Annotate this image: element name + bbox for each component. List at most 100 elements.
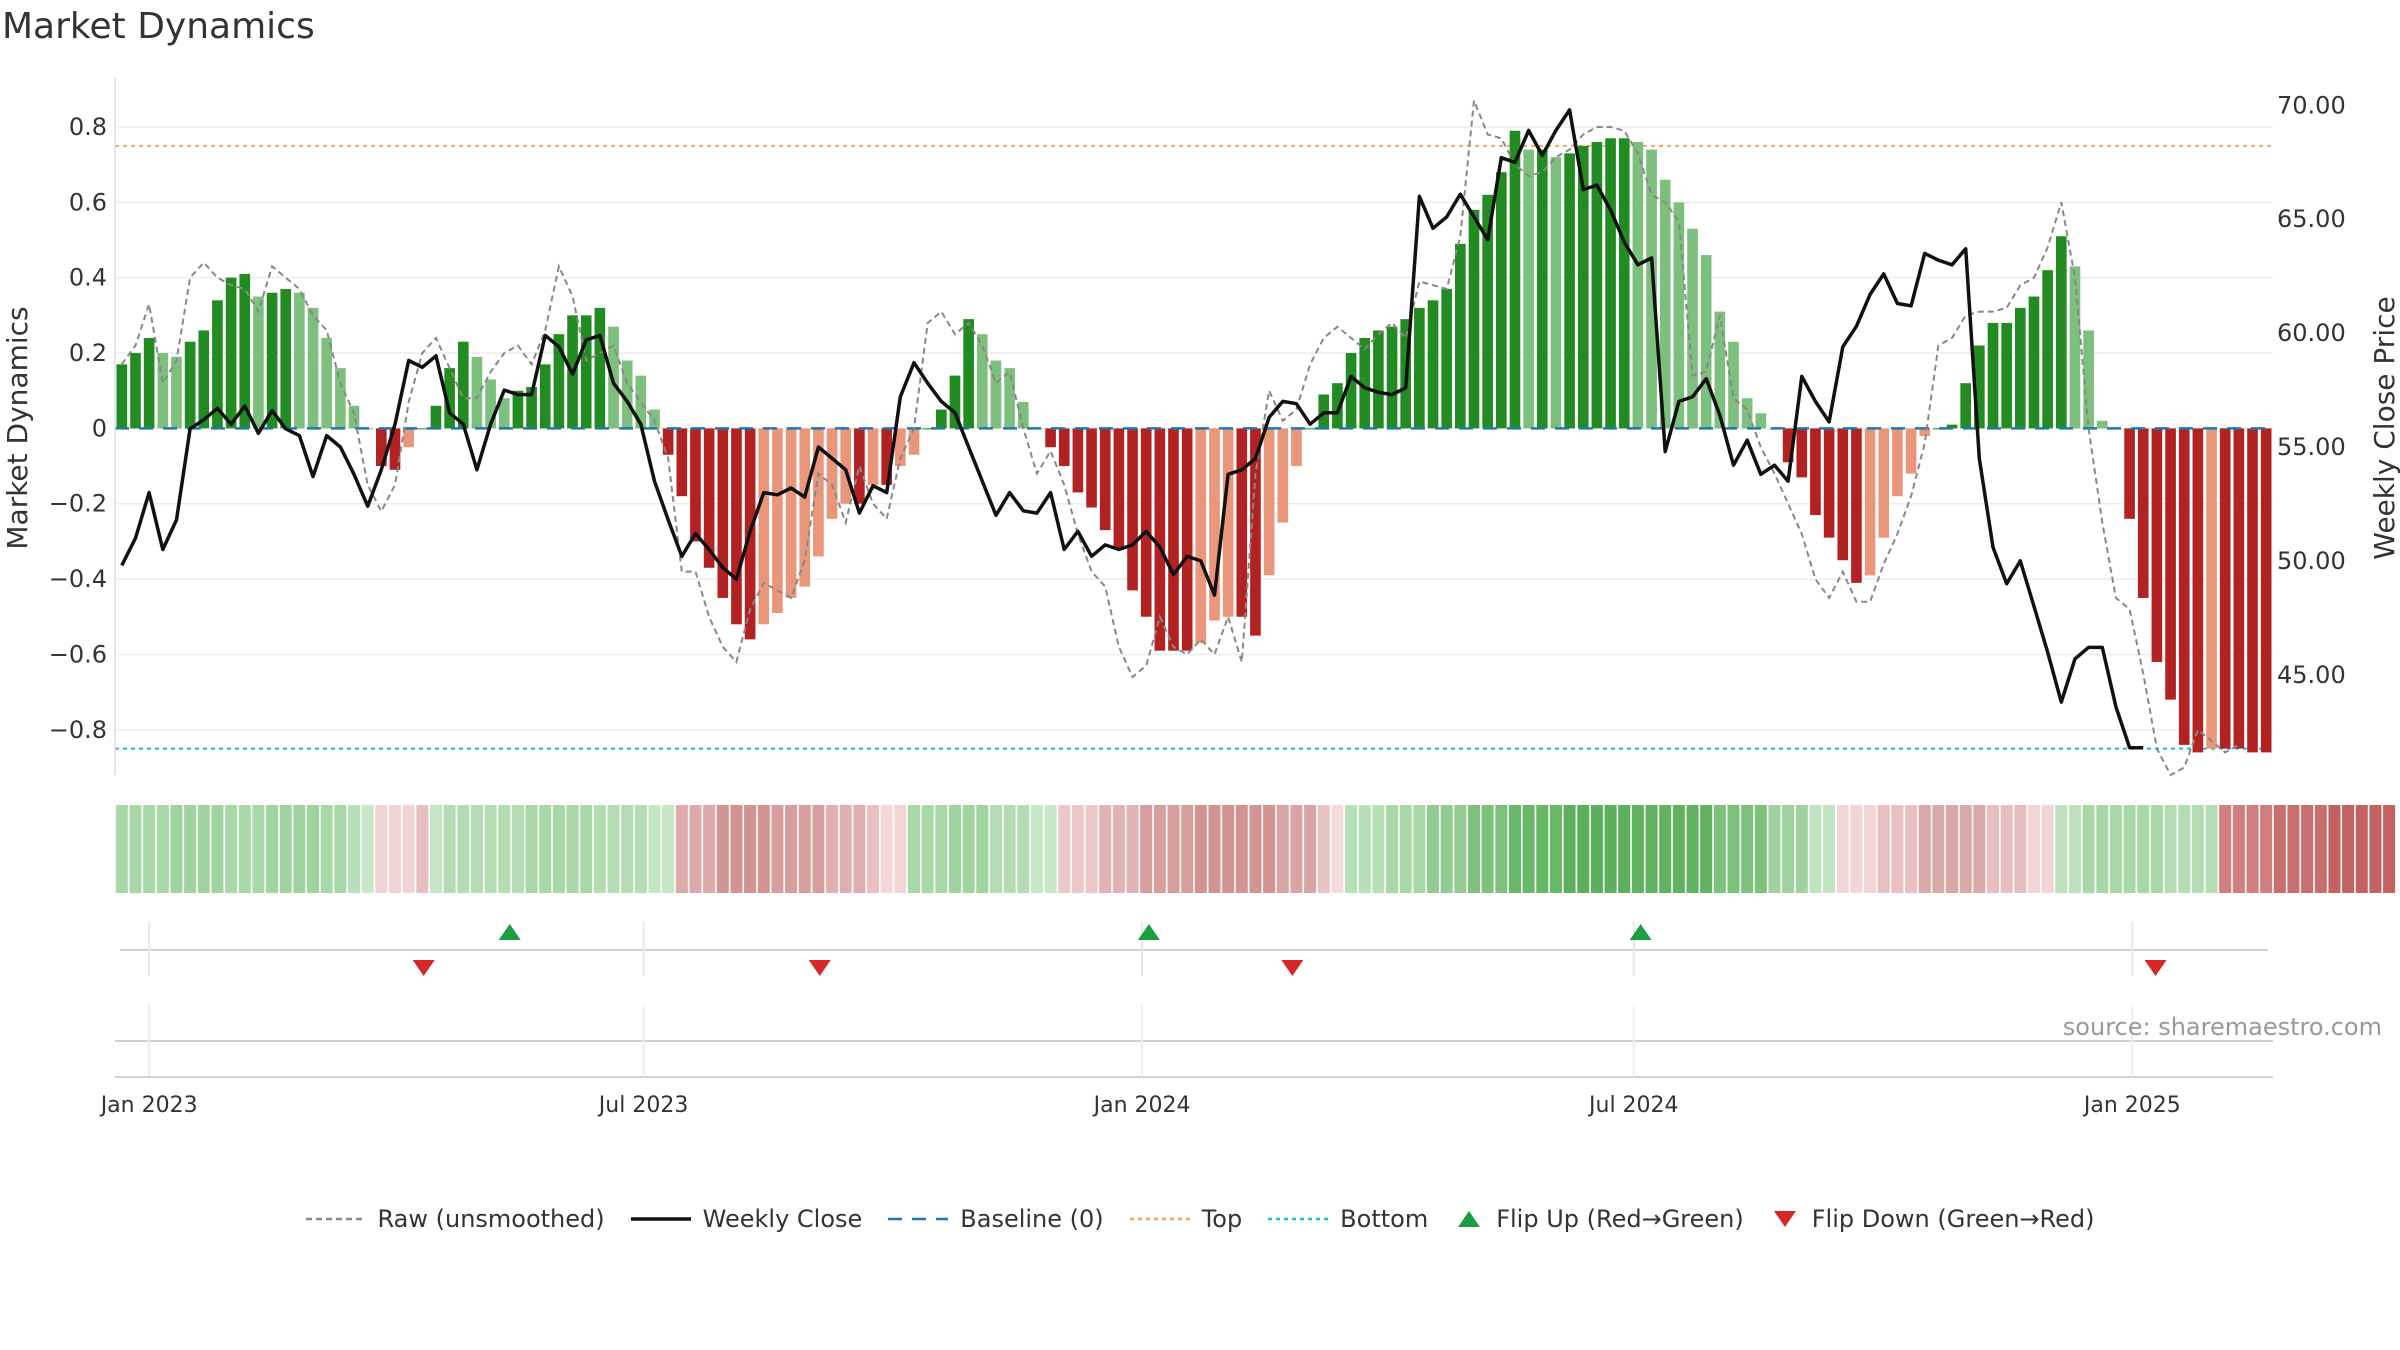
regime-cell xyxy=(2219,805,2232,893)
dynamics-bar xyxy=(1782,428,1794,463)
dynamics-bar xyxy=(471,356,483,429)
dynamics-bar xyxy=(225,277,237,429)
dynamics-bar xyxy=(1741,398,1753,429)
regime-cell xyxy=(1058,805,1071,893)
regime-cell xyxy=(867,805,880,893)
regime-cell xyxy=(2191,805,2204,893)
regime-cell xyxy=(1426,805,1440,893)
regime-cell xyxy=(2027,805,2041,893)
dynamics-bar xyxy=(1987,322,1999,429)
regime-cell xyxy=(580,805,593,893)
dynamics-bar xyxy=(826,428,838,519)
dynamics-bar xyxy=(840,428,852,504)
dynamics-bar xyxy=(239,273,251,429)
regime-cell xyxy=(2137,805,2150,893)
dynamics-bar xyxy=(1700,255,1712,429)
regime-cell xyxy=(1481,805,1494,893)
regime-cell xyxy=(1741,805,1754,893)
regime-cell xyxy=(170,805,183,893)
regime-cell xyxy=(361,805,374,893)
regime-cell xyxy=(293,805,306,893)
dynamics-bar xyxy=(649,409,660,429)
legend-swatch-close xyxy=(630,1217,691,1221)
regime-cell xyxy=(1276,805,1289,893)
regime-cell xyxy=(1112,805,1125,893)
dynamics-bar xyxy=(1796,428,1808,478)
regime-cell xyxy=(2232,805,2245,893)
dynamics-bar xyxy=(2083,330,2094,429)
regime-cell xyxy=(1331,805,1344,893)
dynamics-bar xyxy=(1550,157,1562,429)
regime-cell xyxy=(675,805,688,893)
dynamics-bar xyxy=(143,337,155,429)
regime-cell xyxy=(1986,805,2000,893)
dynamics-bar xyxy=(335,368,346,429)
regime-cell xyxy=(1495,805,1508,893)
dynamics-bar xyxy=(2165,428,2176,700)
dynamics-bar xyxy=(867,428,879,485)
regime-cell xyxy=(1754,805,1767,893)
dynamics-bar xyxy=(1564,153,1575,429)
regime-cell xyxy=(1467,805,1481,893)
dynamics-bar xyxy=(1017,402,1029,429)
regime-cell xyxy=(1522,805,1535,893)
dynamics-bar xyxy=(1974,345,1985,429)
dynamics-bar xyxy=(949,375,961,429)
dynamics-bar xyxy=(1373,330,1384,429)
legend-item-top: Top xyxy=(1129,1205,1242,1233)
y-tick-label: −0.6 xyxy=(49,640,107,668)
regime-cell xyxy=(2246,805,2259,893)
x-tick-label: Jan 2025 xyxy=(2082,1093,2181,1118)
regime-cell xyxy=(539,805,552,893)
dynamics-bar xyxy=(184,341,196,429)
regime-cell xyxy=(1249,805,1262,893)
regime-cell xyxy=(1645,805,1658,893)
regime-cell xyxy=(2082,805,2095,893)
regime-cell xyxy=(1590,805,1603,893)
axes: 0.8 0.6 0.4 0.2 0 −0.2 −0.4 −0.6 −0.8 70.00 65.00 6… xyxy=(49,78,2346,775)
regime-cell xyxy=(320,805,333,893)
regime-cell xyxy=(894,805,907,893)
dynamics-bar xyxy=(1113,428,1125,549)
dynamics-bar xyxy=(266,292,278,429)
regime-cell xyxy=(1345,805,1358,893)
price-lines xyxy=(115,100,2273,777)
dynamics-bar xyxy=(1250,428,1261,636)
y-tick-label: 0.2 xyxy=(69,339,107,367)
regime-cell xyxy=(143,805,156,893)
dynamics-bar xyxy=(1591,142,1603,429)
regime-cell xyxy=(730,805,743,893)
regime-cell xyxy=(648,805,661,893)
regime-cell xyxy=(703,805,716,893)
regime-cell xyxy=(921,805,934,893)
regime-cell xyxy=(1932,805,1945,893)
regime-cell xyxy=(388,805,402,893)
legend-swatch-bottom xyxy=(1268,1217,1329,1221)
dynamics-bar xyxy=(2233,428,2245,749)
dynamics-bar xyxy=(253,296,264,429)
dynamics-bar xyxy=(376,428,387,467)
regime-cell xyxy=(2287,805,2300,893)
regime-cell xyxy=(457,805,470,893)
regime-cell xyxy=(1700,805,1713,893)
legend-item-bottom: Bottom xyxy=(1268,1205,1428,1233)
dynamics-bar xyxy=(717,428,729,598)
regime-cell xyxy=(1358,805,1371,893)
regime-cell xyxy=(334,805,347,893)
dynamics-bar xyxy=(1878,428,1890,538)
regime-cell xyxy=(2041,805,2054,893)
regime-cell xyxy=(470,805,483,893)
flip-down-marker xyxy=(808,960,831,976)
dynamics-bar xyxy=(1892,428,1903,497)
dynamics-bar xyxy=(2124,428,2135,519)
regime-cell xyxy=(2383,805,2396,893)
flip-up-marker xyxy=(1629,924,1652,940)
dynamics-bar xyxy=(280,288,292,429)
dynamics-bar xyxy=(2069,266,2081,429)
dynamics-bar xyxy=(1714,311,1726,429)
regime-cell xyxy=(1918,805,1931,893)
dynamics-bar xyxy=(1195,428,1207,644)
regime-cell xyxy=(798,805,811,893)
dynamics-bar xyxy=(1523,149,1534,429)
regime-cell xyxy=(1850,805,1863,893)
